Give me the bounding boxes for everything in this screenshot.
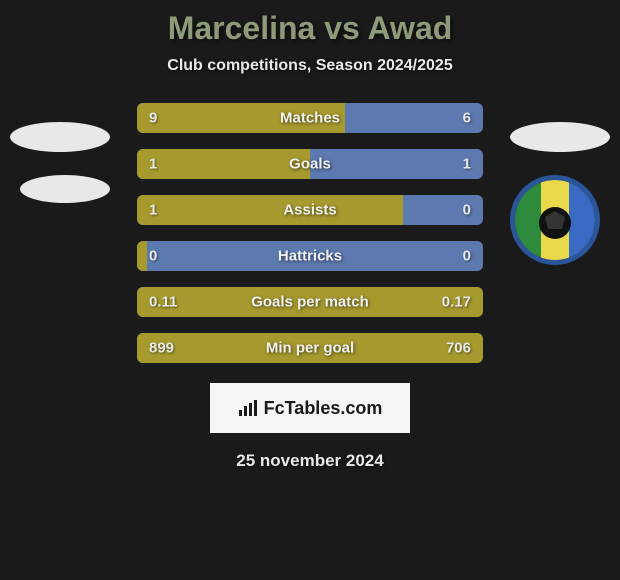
subtitle: Club competitions, Season 2024/2025 — [0, 57, 620, 75]
player-logo-left-2 — [20, 175, 110, 203]
stat-label: Assists — [283, 202, 336, 219]
page-title: Marcelina vs Awad — [0, 10, 620, 47]
stat-row: 9 Matches 6 — [137, 103, 483, 133]
player-logo-right-1 — [510, 122, 610, 152]
stat-bar-left — [137, 241, 147, 271]
stat-value-left: 1 — [149, 202, 157, 219]
footer-date: 25 november 2024 — [0, 451, 620, 471]
stat-row: 0 Hattricks 0 — [137, 241, 483, 271]
stat-bar-left — [137, 149, 310, 179]
stat-value-right: 6 — [463, 110, 471, 127]
stat-value-right: 0 — [463, 248, 471, 265]
source-badge-text: FcTables.com — [264, 398, 383, 419]
stat-row: 899 Min per goal 706 — [137, 333, 483, 363]
chart-icon — [238, 400, 258, 416]
stat-label: Goals — [289, 156, 331, 173]
stat-value-left: 0 — [149, 248, 157, 265]
stat-value-right: 0 — [463, 202, 471, 219]
stat-value-left: 9 — [149, 110, 157, 127]
stat-value-left: 1 — [149, 156, 157, 173]
club-badge-right — [510, 175, 600, 265]
stat-bar-left — [137, 195, 403, 225]
stat-value-left: 899 — [149, 340, 174, 357]
stat-value-right: 0.17 — [442, 294, 471, 311]
comparison-card: Marcelina vs Awad Club competitions, Sea… — [0, 0, 620, 580]
stat-label: Hattricks — [278, 248, 342, 265]
stat-row: 1 Assists 0 — [137, 195, 483, 225]
player-logo-left-1 — [10, 122, 110, 152]
stat-value-right: 1 — [463, 156, 471, 173]
stat-value-left: 0.11 — [149, 294, 177, 311]
stats-list: 9 Matches 6 1 Goals 1 1 Assists 0 0 Hattricks 0 0.11… — [137, 103, 483, 363]
stat-row: 1 Goals 1 — [137, 149, 483, 179]
source-badge[interactable]: FcTables.com — [210, 383, 410, 433]
stat-value-right: 706 — [446, 340, 471, 357]
club-badge-icon — [510, 175, 600, 265]
stat-row: 0.11 Goals per match 0.17 — [137, 287, 483, 317]
stat-label: Min per goal — [266, 340, 354, 357]
stat-label: Goals per match — [251, 294, 369, 311]
stat-label: Matches — [280, 110, 340, 127]
